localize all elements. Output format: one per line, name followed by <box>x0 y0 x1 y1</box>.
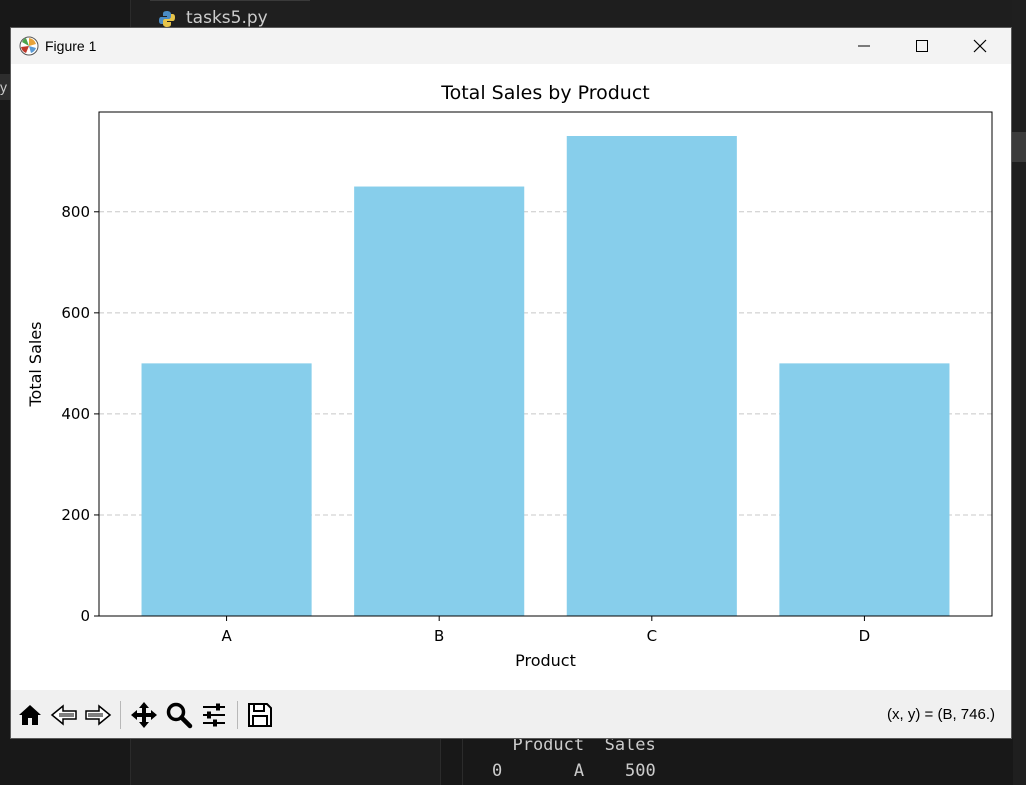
pan-icon <box>131 702 157 728</box>
window-titlebar[interactable]: Figure 1 <box>11 28 1011 64</box>
zoom-button[interactable] <box>164 700 194 730</box>
forward-icon <box>85 704 112 726</box>
terminal-row-line: 0 A 500 <box>492 761 656 781</box>
minimize-icon <box>858 45 870 47</box>
home-button[interactable] <box>15 700 45 730</box>
x-axis-label: Product <box>515 651 576 670</box>
editor-left-marker: y <box>0 74 10 100</box>
chart-title: Total Sales by Product <box>440 82 650 104</box>
minimize-button[interactable] <box>835 28 893 64</box>
forward-button[interactable] <box>83 700 113 730</box>
bar-D <box>779 363 950 616</box>
axes-frame <box>98 111 993 617</box>
maximize-icon <box>916 40 928 52</box>
configure-subplots-icon <box>203 703 225 727</box>
y-tick-label: 0 <box>80 607 90 625</box>
maximize-button[interactable] <box>893 28 951 64</box>
x-tick-label: A <box>221 627 232 645</box>
figure-canvas[interactable]: 0 200 400 600 800 A B C D Total Sales by Product… <box>11 64 1011 690</box>
editor-minimap <box>1012 0 1026 785</box>
pan-button[interactable] <box>129 700 159 730</box>
x-tick-label: B <box>434 627 444 645</box>
x-tick-label: D <box>859 627 871 645</box>
terminal-panel <box>440 738 1013 785</box>
cursor-coordinates: (x, y) = (B, 746.) <box>887 706 995 723</box>
bar-chart: 0 200 400 600 800 A B C D Total Sales by Product… <box>26 82 993 670</box>
matplotlib-logo-icon <box>19 36 39 56</box>
toolbar-separator <box>120 701 121 729</box>
bar-B <box>354 186 525 616</box>
zoom-icon <box>166 702 193 729</box>
editor-tab[interactable] <box>150 0 310 33</box>
figure-window: Figure 1 0 200 400 600 800 A B C D Total Sales b… <box>11 28 1011 738</box>
save-button[interactable] <box>245 700 275 730</box>
bar-A <box>141 363 312 616</box>
save-icon <box>248 703 272 727</box>
terminal-divider <box>462 738 463 785</box>
editor-minimap-slider[interactable] <box>1012 132 1026 162</box>
home-icon <box>19 705 41 725</box>
y-axis-label: Total Sales <box>26 321 45 407</box>
navigation-toolbar: (x, y) = (B, 746.) <box>11 690 1011 738</box>
back-icon <box>50 704 77 726</box>
editor-tab-label[interactable]: tasks5.py <box>186 8 268 28</box>
y-tick-label: 800 <box>61 203 90 221</box>
y-tick-label: 200 <box>61 506 90 524</box>
configure-subplots-button[interactable] <box>199 700 229 730</box>
close-button[interactable] <box>951 28 1009 64</box>
x-tick-label: C <box>647 627 657 645</box>
y-tick-label: 400 <box>61 405 90 423</box>
bar-C <box>566 136 737 616</box>
terminal-header-line: Product Sales <box>492 735 656 755</box>
window-title: Figure 1 <box>45 38 97 54</box>
python-file-icon <box>159 11 175 27</box>
close-icon <box>973 39 987 53</box>
back-button[interactable] <box>49 700 79 730</box>
toolbar-separator <box>237 701 238 729</box>
y-tick-label: 600 <box>61 304 90 322</box>
